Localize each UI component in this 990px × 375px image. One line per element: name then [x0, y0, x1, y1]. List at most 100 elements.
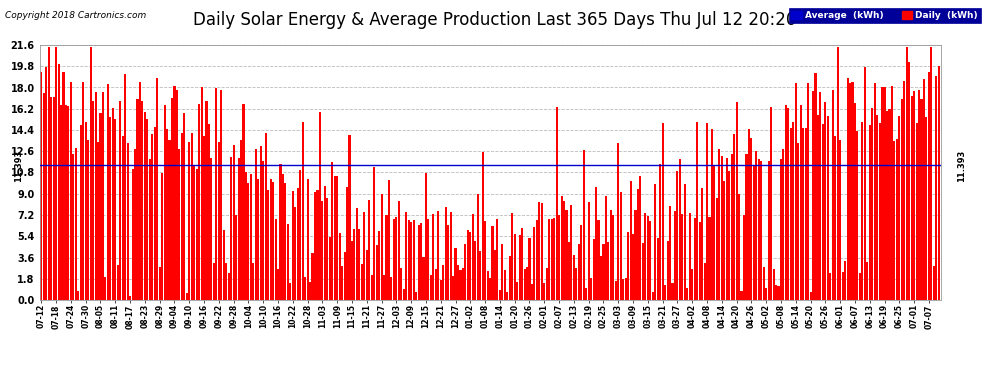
Bar: [388, 180, 390, 300]
Bar: [654, 184, 656, 300]
Bar: [931, 47, 933, 300]
Bar: [435, 269, 437, 300]
Bar: [447, 225, 449, 300]
Bar: [142, 101, 144, 300]
Bar: [70, 82, 72, 300]
Bar: [252, 264, 254, 300]
Bar: [901, 99, 903, 300]
Bar: [282, 174, 284, 300]
Bar: [55, 47, 57, 300]
Bar: [94, 92, 97, 300]
Bar: [147, 119, 148, 300]
Bar: [921, 99, 923, 300]
Bar: [57, 64, 59, 300]
Bar: [277, 268, 279, 300]
Bar: [644, 213, 646, 300]
Bar: [709, 217, 711, 300]
Bar: [881, 87, 883, 300]
Bar: [183, 113, 185, 300]
Bar: [193, 165, 195, 300]
Bar: [99, 113, 102, 300]
Bar: [420, 224, 422, 300]
Bar: [65, 105, 67, 300]
Bar: [504, 270, 506, 300]
Bar: [815, 74, 817, 300]
Bar: [274, 219, 276, 300]
Bar: [514, 234, 516, 300]
Bar: [178, 150, 180, 300]
Bar: [176, 90, 178, 300]
Bar: [89, 47, 92, 300]
Bar: [536, 220, 538, 300]
Bar: [770, 107, 772, 300]
Bar: [267, 190, 269, 300]
Bar: [701, 188, 703, 300]
Bar: [445, 207, 446, 300]
Bar: [173, 86, 175, 300]
Bar: [213, 264, 215, 300]
Bar: [729, 171, 731, 300]
Bar: [314, 192, 316, 300]
Bar: [201, 87, 203, 300]
Bar: [77, 291, 79, 300]
Bar: [206, 101, 208, 300]
Bar: [254, 149, 256, 300]
Bar: [726, 158, 728, 300]
Bar: [337, 176, 339, 300]
Bar: [228, 273, 230, 300]
Bar: [721, 156, 723, 300]
Bar: [127, 142, 129, 300]
Bar: [812, 91, 814, 300]
Text: Daily Solar Energy & Average Production Last 365 Days Thu Jul 12 20:20: Daily Solar Energy & Average Production …: [193, 11, 797, 29]
Bar: [297, 188, 299, 300]
Bar: [360, 264, 363, 300]
Bar: [408, 220, 410, 300]
Bar: [153, 127, 155, 300]
Bar: [491, 226, 494, 300]
Bar: [479, 251, 481, 300]
Bar: [317, 190, 319, 300]
Bar: [898, 116, 900, 300]
Bar: [883, 87, 886, 300]
Bar: [218, 142, 220, 300]
Bar: [249, 174, 251, 300]
Bar: [304, 277, 306, 300]
Bar: [918, 90, 920, 300]
Bar: [573, 255, 575, 300]
Bar: [373, 167, 375, 300]
Bar: [425, 173, 427, 300]
Bar: [390, 278, 392, 300]
Bar: [861, 123, 863, 300]
Bar: [871, 108, 873, 300]
Bar: [903, 81, 905, 300]
Bar: [385, 215, 387, 300]
Bar: [595, 187, 597, 300]
Bar: [191, 134, 193, 300]
Bar: [780, 159, 782, 300]
Bar: [792, 122, 794, 300]
Bar: [617, 143, 620, 300]
Bar: [196, 169, 198, 300]
Bar: [878, 123, 881, 300]
Bar: [452, 276, 454, 300]
Bar: [676, 171, 678, 300]
Bar: [168, 140, 170, 300]
Bar: [531, 284, 533, 300]
Bar: [262, 160, 264, 300]
Bar: [731, 153, 733, 300]
Bar: [109, 117, 112, 300]
Bar: [403, 289, 405, 300]
Bar: [166, 129, 168, 300]
Bar: [319, 112, 321, 300]
Bar: [235, 215, 238, 300]
Bar: [661, 123, 663, 300]
Bar: [112, 108, 114, 300]
Bar: [545, 267, 547, 300]
Bar: [370, 275, 373, 300]
Bar: [896, 139, 898, 300]
Bar: [129, 296, 131, 300]
Bar: [795, 83, 797, 300]
Bar: [800, 105, 802, 300]
Bar: [272, 182, 274, 300]
Bar: [327, 198, 329, 300]
